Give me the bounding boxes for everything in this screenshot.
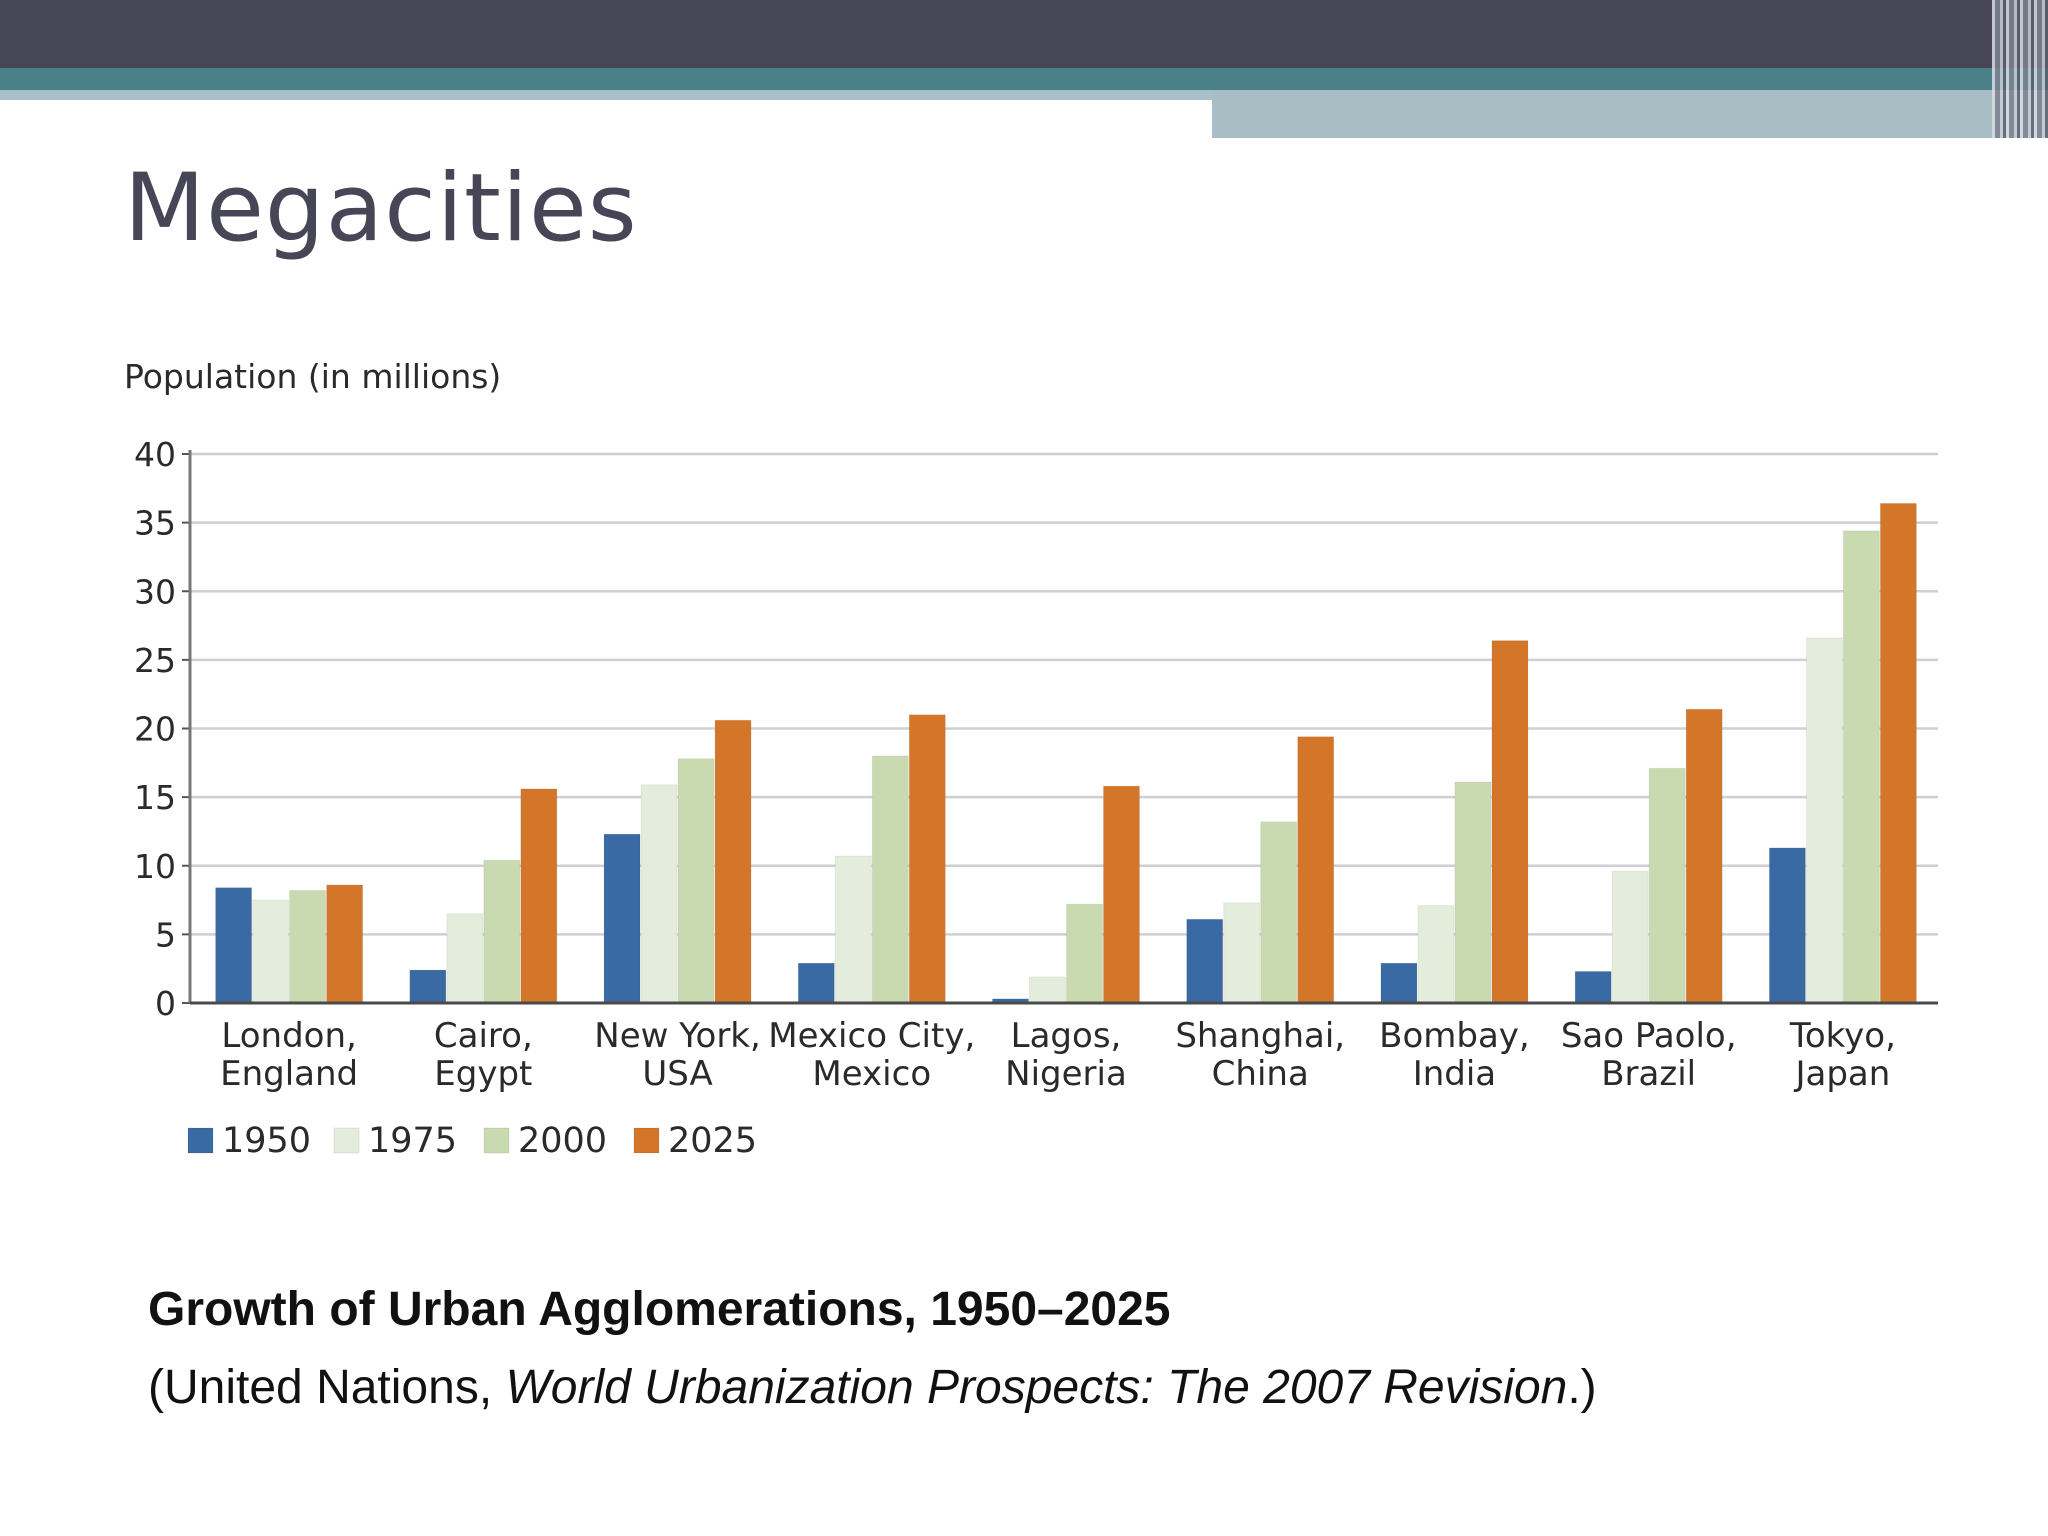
caption-source: (United Nations, World Urbanization Pros… [148,1360,1597,1415]
bar-2000 [483,859,521,1004]
y-tick-label: 10 [134,847,176,886]
header-band-light-left [0,90,1212,100]
y-tick-label: 30 [134,572,176,611]
legend-swatch-1950 [187,1127,214,1154]
bar-1975 [1223,902,1261,1004]
bar-1950 [1768,847,1806,1004]
bar-2000 [1066,903,1103,1004]
x-tick-label: Shanghai, China [1175,1016,1345,1094]
bar-1975 [252,899,290,1004]
bar-2025 [1103,785,1140,1004]
x-tick-label: Bombay, India [1379,1016,1530,1094]
y-tick-label: 40 [134,435,176,474]
edge-stripes-decoration [1992,0,2048,138]
header-band-light-right [1212,90,2048,138]
bar-2025 [1685,708,1723,1004]
legend-swatch-2000 [483,1127,510,1154]
header-band-dark [0,0,2048,68]
legend-label-1975: 1975 [368,1121,457,1161]
bar-1950 [1186,918,1224,1004]
caption-source-suffix: .) [1567,1361,1597,1414]
bar-1950 [1380,962,1418,1004]
x-tick-label: Tokyo, Japan [1789,1016,1896,1094]
slide-title: Megacities [124,154,638,263]
bar-1975 [446,913,484,1004]
legend-swatch-2025 [633,1127,660,1154]
bar-2025 [1297,736,1335,1004]
bar-2000 [1260,821,1298,1004]
x-tick-label: Cairo, Egypt [434,1016,533,1094]
header-band-teal [0,68,2048,90]
bar-chart: Population (in millions)0510152025303540… [124,357,1938,1161]
bar-1950 [1574,970,1612,1004]
y-axis-label: Population (in millions) [124,357,501,396]
bar-1950 [409,969,447,1004]
bar-1950 [603,833,641,1004]
x-tick-label: New York, USA [594,1016,761,1094]
y-tick-label: 35 [134,504,176,543]
bar-2025 [908,714,946,1004]
bar-1975 [640,784,678,1004]
bar-2000 [1648,767,1686,1004]
y-tick-label: 20 [134,710,176,749]
bar-2000 [677,758,715,1004]
caption-source-italic: World Urbanization Prospects: The 2007 R… [505,1361,1568,1414]
caption-source-prefix: (United Nations, [148,1361,506,1414]
bar-1975 [1611,870,1649,1004]
bar-2025 [1491,640,1529,1004]
bar-1950 [215,887,253,1004]
bar-2025 [1879,502,1917,1004]
y-tick-label: 0 [155,984,176,1023]
legend-swatch-1975 [333,1127,360,1154]
caption-title: Growth of Urban Agglomerations, 1950–202… [148,1283,1171,1336]
bar-1975 [1805,637,1843,1004]
bar-1975 [834,855,872,1004]
x-tick-label: Mexico City, Mexico [768,1016,975,1094]
legend-label-2000: 2000 [518,1121,607,1161]
bar-2000 [1454,781,1492,1004]
x-tick-label: Lagos, Nigeria [1005,1016,1127,1094]
x-tick-label: Sao Paolo, Brazil [1561,1016,1737,1094]
x-tick-label: London, England [220,1016,358,1094]
legend-label-2025: 2025 [668,1121,757,1161]
bar-2000 [289,889,327,1004]
bar-1950 [797,962,835,1004]
y-tick-label: 5 [155,915,176,954]
bar-1975 [1029,976,1066,1004]
bar-2025 [520,788,558,1004]
y-tick-label: 25 [134,641,176,680]
bar-2000 [871,755,909,1004]
legend-label-1950: 1950 [222,1121,311,1161]
bar-2025 [326,884,364,1004]
bar-2025 [714,719,752,1004]
bar-1975 [1417,905,1455,1004]
y-tick-label: 15 [134,778,176,817]
bar-2000 [1842,530,1880,1004]
